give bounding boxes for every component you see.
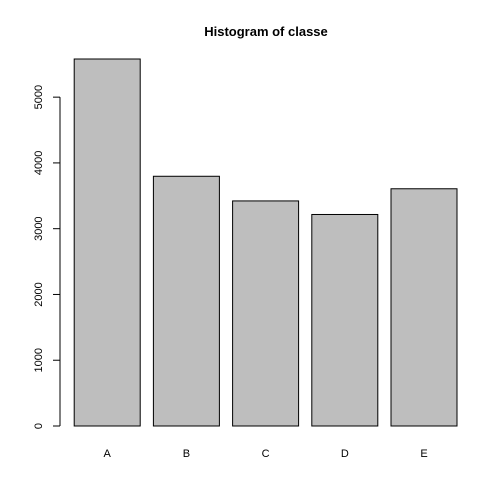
y-tick-label: 2000 [33,282,45,306]
y-tick-label: 4000 [33,151,45,175]
x-tick-label: B [183,448,190,460]
y-tick-label: 0 [33,423,45,429]
bar-b [152,175,220,427]
bar-c [232,200,300,427]
y-tick-label: 3000 [33,216,45,240]
x-tick-label: E [420,448,427,460]
y-tick-label: 5000 [33,85,45,109]
y-tick-label: 1000 [33,348,45,372]
x-tick-label: A [104,448,112,460]
chart-title: Histogram of classe [204,24,328,39]
x-axis-labels: A B C D E [104,448,428,460]
bars-group [73,58,458,427]
y-axis: 0 1000 2000 3000 4000 5000 [33,85,61,429]
x-tick-label: C [262,448,270,460]
x-tick-label: D [341,448,349,460]
bar-d [311,213,379,427]
bar-a [73,58,141,427]
bar-e [390,188,458,427]
